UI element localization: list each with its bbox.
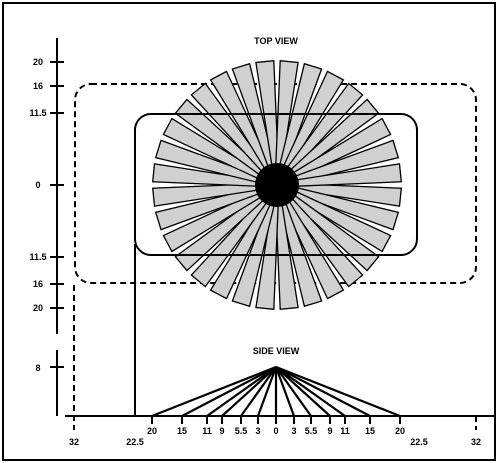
side-fan-line <box>275 366 346 417</box>
side-fan-line <box>275 365 401 418</box>
side-tick-label: 15 <box>177 426 187 436</box>
side-tick-8: 8 <box>35 363 40 373</box>
side-tick-label: 9 <box>327 426 332 436</box>
side-tick-label: 11 <box>202 426 212 436</box>
top-tick-label: 0 <box>35 180 40 190</box>
side-fan-line <box>240 366 277 417</box>
side-tick-label: 11 <box>340 426 350 436</box>
side-fan-line <box>181 366 277 417</box>
top-tick-label: 11.5 <box>29 108 46 118</box>
side-tick-label: 20 <box>395 426 405 436</box>
side-tick-label: 32 <box>69 437 79 447</box>
side-fan-line <box>274 366 296 417</box>
top-tick-label: 16 <box>33 279 43 289</box>
side-fan-line <box>256 366 278 417</box>
side-fan-line <box>275 366 371 417</box>
inner-coverage-zone <box>134 113 418 256</box>
side-tick-label: 9 <box>219 426 224 436</box>
side-tick-label: 3 <box>291 426 296 436</box>
side-tick-label: 20 <box>147 426 157 436</box>
side-fan-line <box>275 366 331 417</box>
top-tick-label: 16 <box>33 81 43 91</box>
side-fan-line <box>221 366 277 417</box>
side-view-title: SIDE VIEW <box>253 346 300 356</box>
side-tick-label: 15 <box>365 426 375 436</box>
top-view-title: TOP VIEW <box>254 36 298 46</box>
top-view-ticks: 20 16 11.5 0 11.5 16 20 <box>29 57 64 313</box>
side-tick-label: 22.5 <box>410 437 428 447</box>
side-tick-label: 5.5 <box>235 426 248 436</box>
top-tick-label: 20 <box>33 57 43 67</box>
side-tick-label: 3 <box>255 426 260 436</box>
side-fan-line <box>275 366 312 417</box>
top-tick-label: 11.5 <box>29 252 46 262</box>
side-tick-label: 0 <box>273 426 278 436</box>
side-tick-label: 5.5 <box>305 426 318 436</box>
side-view-fan <box>151 365 401 418</box>
side-tick-label: 32 <box>471 437 481 447</box>
side-fan-line <box>206 366 277 417</box>
side-fan-line <box>151 365 277 418</box>
top-tick-label: 20 <box>33 303 43 313</box>
side-tick-label: 22.5 <box>126 437 144 447</box>
sensor-hub <box>255 163 299 207</box>
